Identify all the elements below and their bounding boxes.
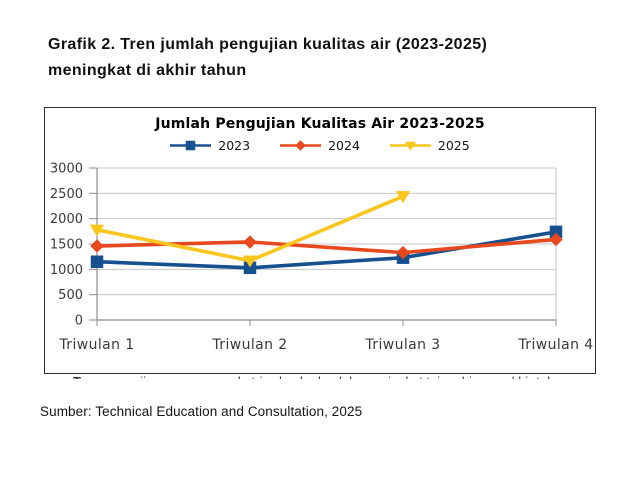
chart-title: Jumlah Pengujian Kualitas Air 2023-2025 xyxy=(155,116,485,132)
figure-heading-line1: Grafik 2. Tren jumlah pengujian kualitas… xyxy=(48,36,488,53)
y-tick-label: 3000 xyxy=(50,162,83,177)
chart-frame: Jumlah Pengujian Kualitas Air 2023-2025 … xyxy=(44,107,596,374)
legend-item-2024: 2024 xyxy=(280,138,360,153)
legend-item-2023: 2023 xyxy=(170,138,250,153)
cropped-caption-bold: Tren xyxy=(73,375,100,379)
figure-heading: Grafik 2. Tren jumlah pengujian kualitas… xyxy=(48,32,608,84)
legend-marker-triangle-down-icon xyxy=(389,141,431,151)
y-tick-label: 0 xyxy=(75,314,83,329)
x-tick-label: Triwulan 4 xyxy=(517,337,593,353)
x-tick-label: Triwulan 3 xyxy=(364,337,440,353)
legend-label-2023: 2023 xyxy=(218,138,251,153)
legend-item-2025: 2025 xyxy=(389,138,470,153)
legend-marker-square-icon xyxy=(170,140,212,151)
x-tick-label: Triwulan 1 xyxy=(58,337,134,353)
y-tick-label: 2000 xyxy=(50,212,83,227)
legend-label-2025: 2025 xyxy=(437,138,470,153)
x-tick-label: Triwulan 2 xyxy=(211,337,287,353)
y-tick-label: 1500 xyxy=(50,238,83,253)
figure-heading-line2: meningkat di akhir tahun xyxy=(48,62,247,79)
y-tick-label: 1000 xyxy=(50,263,83,278)
legend-marker-diamond-icon xyxy=(280,140,322,151)
legend-label-2024: 2024 xyxy=(328,138,360,153)
y-tick-label: 500 xyxy=(58,288,83,303)
cropped-caption: Tren pengujian menurun pada triwulan ked… xyxy=(73,375,589,379)
line-chart-plot: 0 500 1000 1500 2000 2500 3000 Triwulan 1 Triwul… xyxy=(50,162,593,354)
y-tick-label: 2500 xyxy=(50,187,83,202)
chart-legend: 2023 2024 2025 xyxy=(45,138,595,153)
cropped-caption-rest: pengujian menurun pada triwulan kedua la… xyxy=(100,375,569,379)
source-line: Sumber: Technical Education and Consulta… xyxy=(40,404,363,419)
